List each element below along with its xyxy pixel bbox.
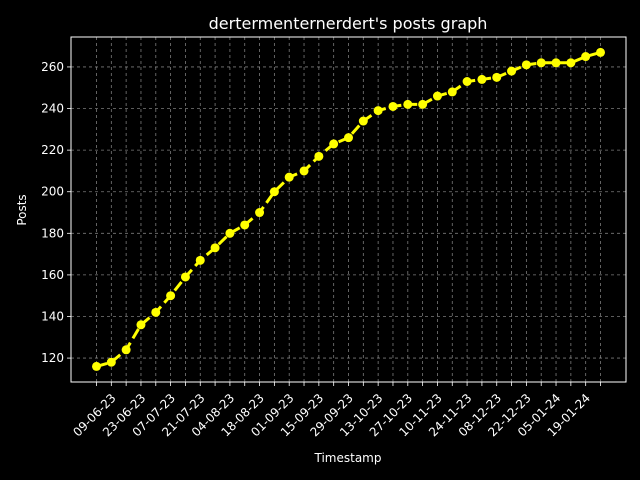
marker [536, 58, 546, 68]
marker [403, 99, 413, 109]
y-tick-label: 140 [41, 309, 64, 323]
marker [269, 187, 279, 197]
marker [136, 320, 146, 330]
marker [240, 220, 250, 230]
chart-title: dertermenternerdert's posts graph [209, 14, 488, 33]
marker [388, 101, 398, 111]
marker [255, 208, 265, 218]
marker [447, 87, 457, 97]
marker [329, 139, 339, 149]
marker [462, 77, 472, 87]
marker [106, 357, 116, 367]
y-tick-label: 120 [41, 351, 64, 365]
x-axis-label: Timestamp [314, 451, 382, 465]
y-tick-label: 240 [41, 102, 64, 116]
marker [210, 243, 220, 253]
marker [418, 99, 428, 109]
marker [566, 58, 576, 68]
marker [121, 345, 131, 355]
marker [314, 151, 324, 161]
marker [492, 72, 502, 82]
y-tick-label: 220 [41, 143, 64, 157]
marker [299, 166, 309, 176]
axes-frame [70, 36, 627, 383]
marker [151, 307, 161, 317]
marker [596, 47, 606, 57]
marker [195, 255, 205, 265]
marker [284, 172, 294, 182]
marker [373, 106, 383, 116]
y-tick-label: 260 [41, 60, 64, 74]
marker [166, 291, 176, 301]
marker [432, 91, 442, 101]
marker [358, 116, 368, 126]
y-axis-label: Posts [15, 194, 29, 225]
y-tick-label: 160 [41, 268, 64, 282]
y-tick-label: 180 [41, 226, 64, 240]
y-tick-label: 200 [41, 185, 64, 199]
marker [225, 228, 235, 238]
marker [551, 58, 561, 68]
marker [581, 52, 591, 62]
marker [477, 74, 487, 84]
marker [180, 272, 190, 282]
marker [507, 66, 517, 76]
marker [91, 361, 101, 371]
marker [521, 60, 531, 70]
marker [344, 133, 353, 143]
